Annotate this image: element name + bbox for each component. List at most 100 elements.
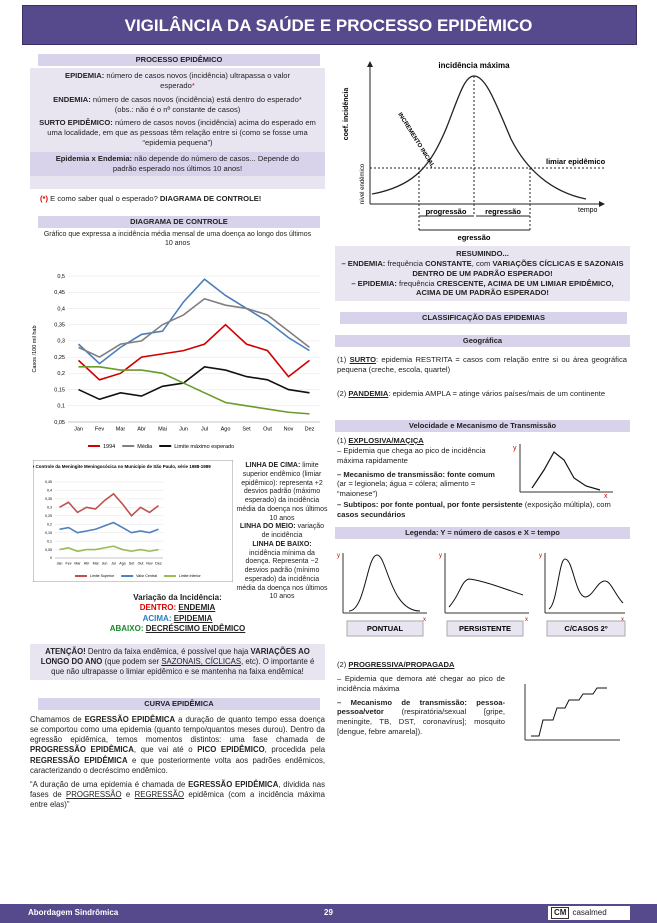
x-tick-label: Mai xyxy=(93,562,99,566)
text: VARIAÇÕES AO LONGO DO ANO xyxy=(40,647,310,667)
series-line xyxy=(77,323,310,381)
caption: Gráfico que expressa a incidência média … xyxy=(43,231,312,248)
legend-label: Limite Superior xyxy=(90,574,115,578)
text: incidência mínima da doença. Representa … xyxy=(236,549,328,601)
subheading: Legenda: Y = número de casos e X = tempo xyxy=(335,527,630,539)
bullet: (exposição múltipla), com xyxy=(524,500,611,509)
text: – ENDEMIA: xyxy=(341,258,386,268)
term: PROGRESSIVA/PROPAGADA xyxy=(348,660,455,669)
sketch xyxy=(524,684,620,741)
x-tick-label: Set xyxy=(242,427,251,433)
text: ATENÇÃO! xyxy=(45,647,86,656)
text: VARIAÇÕES CÍCLICAS E SAZONAIS DENTRO DE … xyxy=(412,258,624,278)
axis-label: x xyxy=(604,493,608,500)
text: E como saber qual o esperado? xyxy=(50,194,158,203)
text: REGRESSÃO EPIDÊMICA xyxy=(30,755,128,765)
item: (2) PANDEMIA: epidemia AMPLA = atinge vá… xyxy=(337,389,627,399)
label: progressão xyxy=(426,207,467,216)
series-line xyxy=(59,492,159,517)
term: SURTO xyxy=(349,355,377,364)
mark: (*) xyxy=(40,194,49,203)
y-tick-label: 0,1 xyxy=(57,404,65,410)
text: , que vai até o xyxy=(133,745,193,755)
section-heading: DIAGRAMA DE CONTROLE xyxy=(38,216,320,228)
variation: Variação da Incidência: DENTRO: ENDEMIA … xyxy=(30,593,325,635)
axis-label: x xyxy=(621,617,624,623)
type-label: C/CASOS 2º xyxy=(564,624,607,633)
term: LINHA DE CIMA: xyxy=(245,462,301,469)
num: (2) xyxy=(337,660,347,669)
term: LINHA DO MEIO: xyxy=(239,523,296,531)
text: epidêmica (com a incidência máxima entre… xyxy=(30,789,326,809)
epidemic-curve-diagram: incidência máxima INCREMENTO INICIAL coe… xyxy=(343,61,606,242)
chart-title: Diagrama de Controle da Meningite Mening… xyxy=(33,464,211,469)
bullet: (respiratória/sexual [gripe, meningite, … xyxy=(337,707,505,737)
bullet: por fonte pontual, por fonte persistente xyxy=(380,500,523,509)
header-bar xyxy=(22,5,637,45)
series-line xyxy=(59,545,159,553)
x-tick-label: Dez xyxy=(305,427,315,433)
label: nível endêmico xyxy=(360,163,366,204)
text: : epidemia AMPLA = atinge vários países/… xyxy=(388,389,606,398)
label: regressão xyxy=(485,207,521,216)
text: CONSTANTE xyxy=(425,258,472,268)
label: INCREMENTO INICIAL xyxy=(396,112,435,169)
y-tick-label: 0,1 xyxy=(47,539,52,543)
subheading: Geográfica xyxy=(335,335,630,347)
meningitis-chart: Diagrama de Controle da Meningite Mening… xyxy=(33,460,233,582)
label: limiar epidêmico xyxy=(546,157,606,166)
y-tick-label: 0,45 xyxy=(54,290,65,296)
section-heading: CLASSIFICAÇÃO DAS EPIDEMIAS xyxy=(340,312,627,324)
term: PANDEMIA xyxy=(348,389,389,398)
num: (2) xyxy=(337,389,347,398)
text: limite superior endêmico (limiar epidêmi… xyxy=(236,462,328,522)
text: : epidemia RESTRITA = casos com relação … xyxy=(337,355,627,374)
text: “A duração de uma epidemia é chamada de xyxy=(30,779,186,789)
text: variação de incidência xyxy=(261,523,325,539)
term: LINHA DE BAIXO: xyxy=(252,540,312,548)
term: SURTO EPIDÊMICO: xyxy=(39,118,113,128)
text: frequência xyxy=(399,278,435,288)
y-tick-label: 0,25 xyxy=(54,355,65,361)
text: , dividida nas fases de xyxy=(30,779,325,799)
x-tick-label: Mar xyxy=(116,427,126,433)
title: RESUMINDO... xyxy=(456,249,509,258)
text: ENDEMIA xyxy=(178,603,216,613)
text: DECRÉSCIMO ENDÊMICO xyxy=(145,624,246,634)
y-axis-label: Casos /100 mil hab xyxy=(32,325,38,372)
text: EGRESSÃO EPIDÊMICA xyxy=(188,779,279,789)
text: Dentro da faixa endêmica, é possível que… xyxy=(87,647,249,656)
text: REGRESSÃO xyxy=(134,789,185,799)
sketch: yx xyxy=(513,444,613,500)
y-tick-label: 0,3 xyxy=(57,339,65,345)
x-tick-label: Fev xyxy=(66,562,72,566)
text: EPIDEMIA xyxy=(173,613,213,623)
bullet: – Mecanismo de transmissão: fonte comum xyxy=(337,469,495,479)
logo: CM casalmed xyxy=(548,906,630,920)
attention-box: ATENÇÃO! Dentro da faixa endêmica, é pos… xyxy=(30,644,325,681)
term: ENDEMIA: xyxy=(53,94,91,104)
series-line xyxy=(59,521,159,534)
curve xyxy=(371,75,587,200)
text: não depende do número de casos... Depend… xyxy=(112,154,300,173)
y-tick-label: 0,3 xyxy=(47,506,52,510)
sketches: y x y x y x PONTUAL PERSISTENTE C/CASOS 2º xyxy=(337,553,626,637)
emphasis: DIAGRAMA DE CONTROLE! xyxy=(159,194,262,203)
section-heading: CURVA EPIDÊMICA xyxy=(38,698,320,710)
y-tick-label: 0,15 xyxy=(45,531,52,535)
label: incidência máxima xyxy=(438,61,510,70)
x-tick-label: Abr xyxy=(84,562,90,566)
series-line xyxy=(78,297,310,359)
bullet: casos secundários xyxy=(337,509,406,519)
label: egressão xyxy=(458,233,491,242)
item: (1) EXPLOSIVA/MAÇIÇA – Epidemia que cheg… xyxy=(337,436,505,503)
text: SAZONAIS, CÍCLICAS xyxy=(161,657,242,667)
text: , com xyxy=(471,258,491,268)
x-tick-label: Jan xyxy=(74,427,83,433)
logo-mark: CM xyxy=(551,906,570,920)
series-line xyxy=(78,366,310,401)
x-tick-label: Ago xyxy=(221,427,231,433)
bullet: (ar = legionela; água = cólera; alimento… xyxy=(337,479,476,499)
legend-label: Média xyxy=(137,444,153,450)
term: DENTRO: xyxy=(139,603,177,613)
